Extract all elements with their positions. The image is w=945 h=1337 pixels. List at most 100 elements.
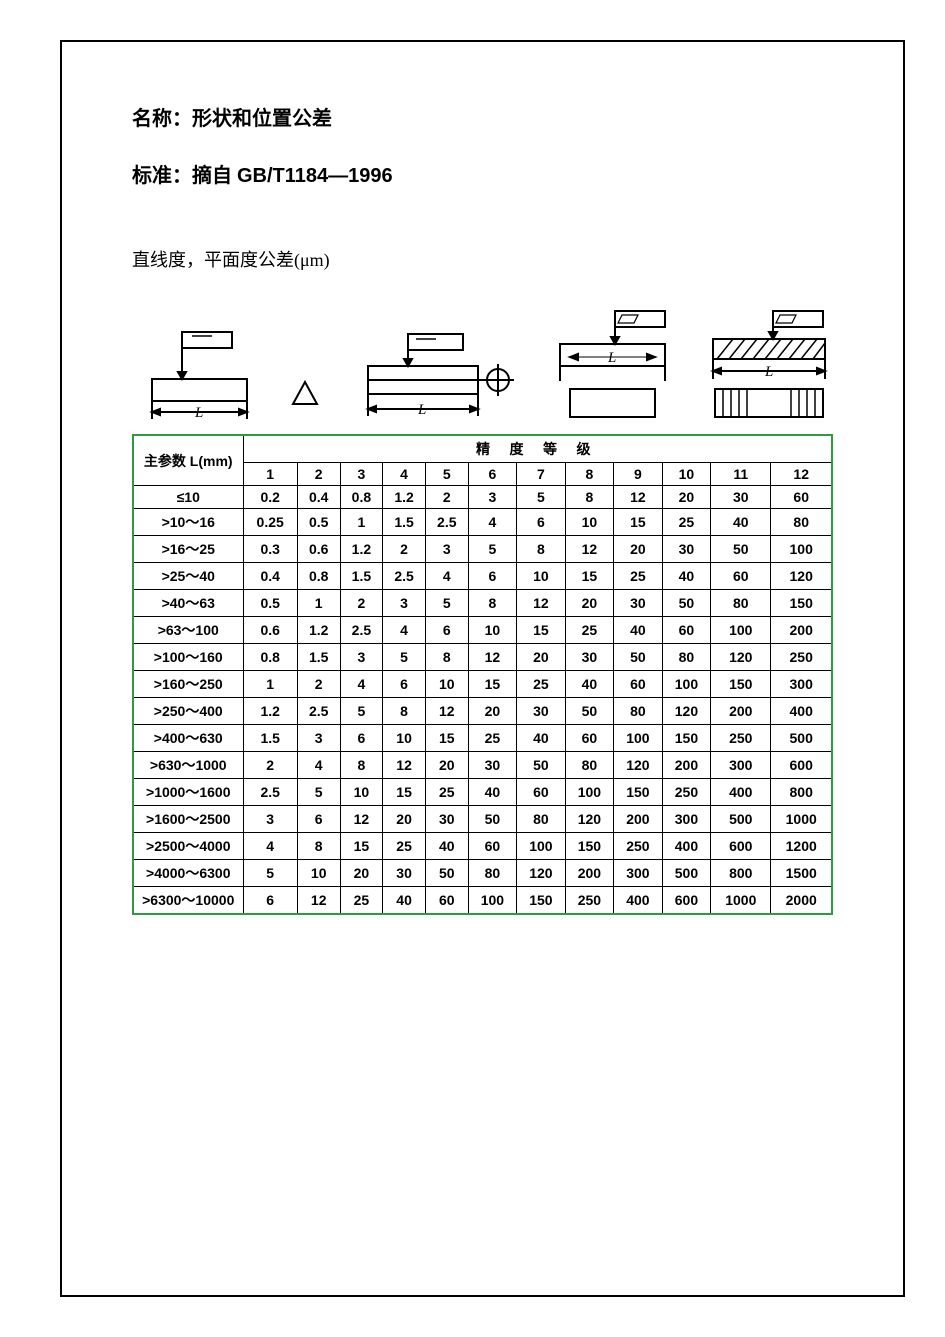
value-cell: 12 (517, 590, 566, 617)
value-cell: 500 (662, 860, 711, 887)
value-cell: 300 (711, 752, 771, 779)
value-cell: 30 (468, 752, 517, 779)
param-cell: >400～630 (133, 725, 243, 752)
param-cell: >6300～10000 (133, 887, 243, 915)
value-cell: 30 (662, 536, 711, 563)
value-cell: 120 (771, 563, 832, 590)
value-cell: 6 (425, 617, 468, 644)
value-cell: 12 (614, 486, 663, 509)
value-cell: 60 (662, 617, 711, 644)
value-cell: 1000 (771, 806, 832, 833)
value-cell: 250 (565, 887, 614, 915)
value-cell: 80 (711, 590, 771, 617)
table-row: >1000～16002.551015254060100150250400800 (133, 779, 832, 806)
value-cell: 2 (383, 536, 426, 563)
table-row: >25～400.40.81.52.5461015254060120 (133, 563, 832, 590)
param-cell: >16～25 (133, 536, 243, 563)
value-cell: 250 (771, 644, 832, 671)
value-cell: 25 (565, 617, 614, 644)
value-cell: 1.5 (340, 563, 383, 590)
value-cell: 100 (565, 779, 614, 806)
value-cell: 15 (517, 617, 566, 644)
value-cell: 15 (565, 563, 614, 590)
value-cell: 1000 (711, 887, 771, 915)
grade-col-header: 5 (425, 463, 468, 486)
value-cell: 15 (340, 833, 383, 860)
value-cell: 30 (565, 644, 614, 671)
value-cell: 12 (468, 644, 517, 671)
value-cell: 30 (517, 698, 566, 725)
value-cell: 0.6 (243, 617, 297, 644)
value-cell: 100 (468, 887, 517, 915)
value-cell: 150 (614, 779, 663, 806)
value-cell: 10 (565, 509, 614, 536)
value-cell: 3 (425, 536, 468, 563)
doc-standard-line: 标准：摘自 GB/T1184—1996 (132, 159, 833, 188)
table-body: ≤100.20.40.81.2235812203060>10～160.250.5… (133, 486, 832, 915)
value-cell: 250 (662, 779, 711, 806)
value-cell: 2.5 (340, 617, 383, 644)
value-cell: 20 (383, 806, 426, 833)
value-cell: 15 (425, 725, 468, 752)
param-cell: >25～40 (133, 563, 243, 590)
value-cell: 200 (711, 698, 771, 725)
value-cell: 800 (771, 779, 832, 806)
value-cell: 150 (771, 590, 832, 617)
value-cell: 0.3 (243, 536, 297, 563)
diagram-triangle-icon (285, 334, 325, 424)
value-cell: 20 (565, 590, 614, 617)
grade-col-header: 1 (243, 463, 297, 486)
value-cell: 60 (468, 833, 517, 860)
value-cell: 40 (614, 617, 663, 644)
value-cell: 60 (565, 725, 614, 752)
table-row: >160～25012461015254060100150300 (133, 671, 832, 698)
value-cell: 8 (425, 644, 468, 671)
value-cell: 400 (614, 887, 663, 915)
value-cell: 5 (243, 860, 297, 887)
value-cell: 300 (662, 806, 711, 833)
value-cell: 10 (383, 725, 426, 752)
value-cell: 10 (517, 563, 566, 590)
value-cell: 250 (711, 725, 771, 752)
value-cell: 5 (517, 486, 566, 509)
value-cell: 20 (662, 486, 711, 509)
value-cell: 60 (425, 887, 468, 915)
value-cell: 20 (425, 752, 468, 779)
table-row: >1600～25003612203050801202003005001000 (133, 806, 832, 833)
value-cell: 2.5 (425, 509, 468, 536)
table-row: >10～160.250.511.52.5461015254080 (133, 509, 832, 536)
value-cell: 20 (468, 698, 517, 725)
grade-col-header: 10 (662, 463, 711, 486)
value-cell: 5 (468, 536, 517, 563)
value-cell: 0.8 (243, 644, 297, 671)
value-cell: 2.5 (243, 779, 297, 806)
value-cell: 2 (297, 671, 340, 698)
table-row: >16～250.30.61.2235812203050100 (133, 536, 832, 563)
dim-label: L (607, 350, 616, 366)
table-row: >63～1000.61.22.5461015254060100200 (133, 617, 832, 644)
diagrams-row: L (132, 304, 833, 424)
diagram-with-datum: L (348, 324, 518, 424)
value-cell: 3 (468, 486, 517, 509)
grade-col-header: 11 (711, 463, 771, 486)
value-cell: 1.2 (340, 536, 383, 563)
value-cell: 6 (517, 509, 566, 536)
value-cell: 120 (565, 806, 614, 833)
value-cell: 100 (517, 833, 566, 860)
value-cell: 8 (468, 590, 517, 617)
value-cell: 25 (340, 887, 383, 915)
value-cell: 120 (662, 698, 711, 725)
value-cell: 1 (297, 590, 340, 617)
value-cell: 200 (771, 617, 832, 644)
param-cell: >1000～1600 (133, 779, 243, 806)
value-cell: 50 (614, 644, 663, 671)
value-cell: 0.2 (243, 486, 297, 509)
value-cell: 4 (297, 752, 340, 779)
value-cell: 8 (383, 698, 426, 725)
value-cell: 80 (468, 860, 517, 887)
value-cell: 50 (565, 698, 614, 725)
value-cell: 150 (711, 671, 771, 698)
value-cell: 6 (297, 806, 340, 833)
value-cell: 5 (297, 779, 340, 806)
value-cell: 1.2 (297, 617, 340, 644)
